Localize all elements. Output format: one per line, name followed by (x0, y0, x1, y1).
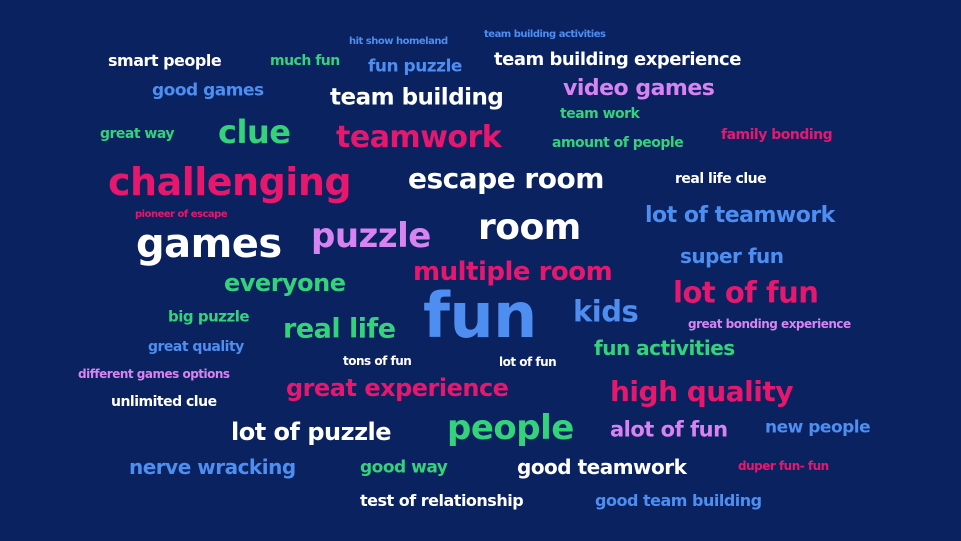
word-much-fun: much fun (270, 53, 340, 69)
word-team-building-activities: team building activities (484, 29, 606, 40)
word-smart-people: smart people (108, 51, 222, 70)
word-big-puzzle: big puzzle (168, 307, 250, 326)
word-great-way: great way (100, 126, 175, 142)
word-duper-fun-fun: duper fun- fun (738, 459, 829, 473)
word-tons-of-fun: tons of fun (343, 354, 412, 368)
word-nerve-wracking: nerve wracking (129, 455, 296, 479)
word-fun: fun (423, 279, 537, 352)
word-great-experience: great experience (286, 374, 509, 402)
word-good-teamwork: good teamwork (517, 455, 687, 479)
word-test-of-relationship: test of relationship (360, 491, 524, 510)
word-team-building: team building (330, 84, 504, 111)
word-puzzle: puzzle (311, 216, 431, 256)
word-people: people (447, 408, 574, 448)
word-team-building-experience: team building experience (494, 49, 741, 70)
word-lot-of-puzzle: lot of puzzle (231, 418, 392, 446)
word-pioneer-of-escape: pioneer of escape (135, 209, 228, 220)
word-hit-show-homeland: hit show homeland (349, 36, 448, 47)
word-great-bonding-experience: great bonding experience (688, 317, 851, 331)
word-kids: kids (573, 294, 639, 329)
word-room: room (478, 207, 581, 248)
word-real-life: real life (283, 313, 396, 345)
word-good-team-building: good team building (595, 491, 762, 510)
word-different-games-options: different games options (78, 367, 230, 381)
word-good-way: good way (360, 457, 448, 478)
word-games: games (136, 221, 282, 267)
word-clue: clue (218, 113, 291, 151)
word-lot-of-teamwork: lot of teamwork (645, 203, 835, 228)
word-amount-of-people: amount of people (552, 135, 684, 151)
word-super-fun: super fun (680, 244, 784, 268)
word-escape-room: escape room (408, 162, 604, 195)
word-fun-puzzle: fun puzzle (368, 56, 462, 77)
word-unlimited-clue: unlimited clue (111, 394, 217, 410)
word-fun-activities: fun activities (594, 336, 735, 360)
word-good-games: good games (152, 80, 264, 101)
word-new-people: new people (765, 417, 871, 438)
word-great-quality: great quality (148, 339, 244, 355)
word-high-quality: high quality (610, 375, 793, 408)
word-family-bonding: family bonding (721, 127, 833, 143)
word-lot-of-fun: lot of fun (673, 275, 819, 310)
word-video-games: video games (563, 76, 715, 101)
word-lot-of-fun-small: lot of fun (499, 355, 557, 369)
word-multiple-room: multiple room (413, 257, 613, 287)
word-teamwork: teamwork (336, 120, 502, 155)
word-real-life-clue: real life clue (675, 171, 767, 187)
word-challenging: challenging (108, 160, 352, 204)
word-team-work: team work (560, 106, 640, 122)
word-everyone: everyone (224, 269, 346, 297)
word-alot-of-fun: alot of fun (610, 417, 728, 442)
